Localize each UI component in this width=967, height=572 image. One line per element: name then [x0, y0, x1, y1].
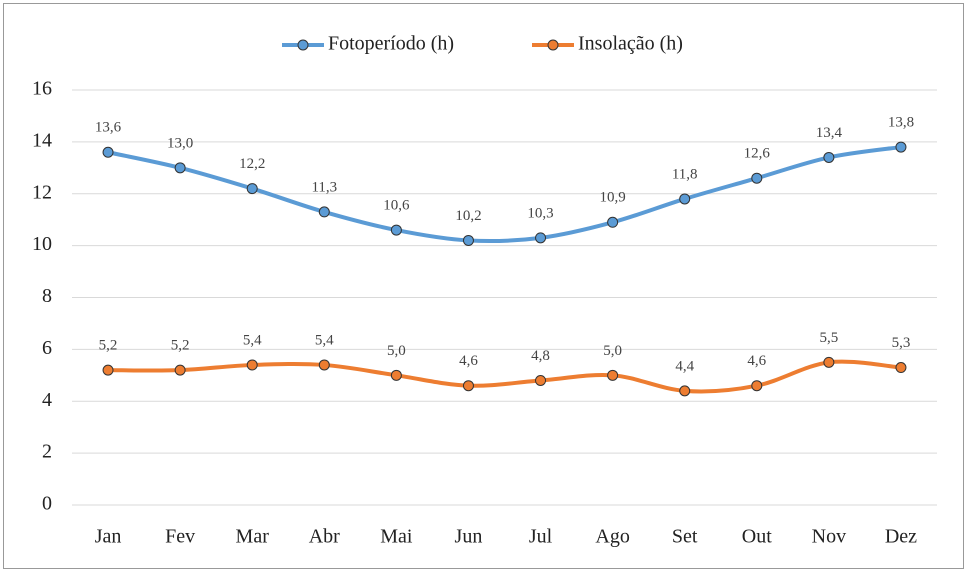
point	[823, 151, 835, 163]
point	[607, 216, 619, 228]
x-tick-label: Jun	[455, 526, 483, 548]
y-tick-label: 16	[32, 78, 52, 100]
point	[318, 359, 330, 371]
value-label: 5,2	[99, 338, 118, 354]
legend-marker	[547, 39, 559, 51]
y-tick-label: 14	[32, 129, 52, 151]
legend-label: Insolação (h)	[578, 33, 683, 55]
value-label: 11,8	[672, 166, 698, 182]
y-tick-label: 12	[32, 181, 52, 203]
value-label: 13,6	[95, 120, 122, 136]
value-label: 13,0	[167, 135, 193, 151]
x-tick-label: Abr	[309, 526, 340, 548]
value-label: 5,0	[603, 343, 622, 359]
value-label: 5,2	[171, 338, 190, 354]
value-label: 12,2	[239, 156, 265, 172]
value-label: 5,3	[892, 335, 911, 351]
value-label: 13,8	[888, 115, 914, 131]
value-label: 4,4	[675, 358, 694, 374]
point	[462, 380, 474, 392]
point	[102, 146, 114, 158]
x-tick-label: Fev	[165, 526, 195, 548]
point	[174, 364, 186, 376]
series-line	[107, 145, 902, 244]
point	[174, 162, 186, 174]
x-tick-label: Nov	[812, 526, 846, 548]
y-tick-label: 2	[42, 441, 52, 463]
y-tick-label: 4	[42, 389, 52, 411]
point	[895, 362, 907, 374]
point	[462, 234, 474, 246]
x-tick-label: Set	[672, 526, 698, 548]
point	[246, 359, 258, 371]
value-label: 10,2	[455, 208, 481, 224]
point	[318, 206, 330, 218]
x-tick-label: Jul	[529, 526, 553, 548]
x-tick-label: Mai	[380, 526, 413, 548]
x-tick-label: Jan	[95, 526, 122, 548]
value-label: 11,3	[311, 179, 337, 195]
point	[751, 172, 763, 184]
y-tick-label: 10	[32, 233, 52, 255]
value-label: 5,0	[387, 343, 406, 359]
point	[390, 369, 402, 381]
legend-label: Fotoperíodo (h)	[328, 33, 454, 55]
point	[679, 385, 691, 397]
x-tick-label: Ago	[595, 526, 629, 548]
value-label: 10,9	[600, 190, 626, 206]
point	[246, 183, 258, 195]
value-label: 5,4	[315, 332, 334, 348]
point	[751, 380, 763, 392]
value-label: 12,6	[744, 146, 771, 162]
y-tick-label: 8	[42, 285, 52, 307]
legend-marker	[297, 39, 309, 51]
value-label: 10,6	[383, 198, 410, 214]
point	[535, 375, 547, 386]
point	[823, 356, 835, 368]
value-label: 4,6	[747, 353, 766, 369]
value-label: 4,8	[531, 348, 550, 364]
x-tick-label: Mar	[236, 526, 270, 548]
point	[895, 141, 907, 153]
point	[390, 224, 402, 236]
x-tick-label: Out	[742, 526, 772, 548]
point	[535, 232, 547, 244]
series-line	[108, 359, 902, 394]
x-tick-label: Dez	[885, 526, 917, 548]
value-label: 4,6	[459, 353, 478, 369]
value-label: 5,5	[820, 330, 839, 346]
value-label: 10,3	[527, 205, 553, 221]
point	[102, 364, 114, 376]
y-tick-label: 0	[42, 493, 52, 515]
point	[607, 369, 619, 381]
y-tick-label: 6	[42, 337, 52, 359]
value-label: 5,4	[243, 332, 262, 348]
point	[679, 193, 691, 205]
value-label: 13,4	[816, 125, 843, 141]
chart-frame	[3, 3, 964, 569]
